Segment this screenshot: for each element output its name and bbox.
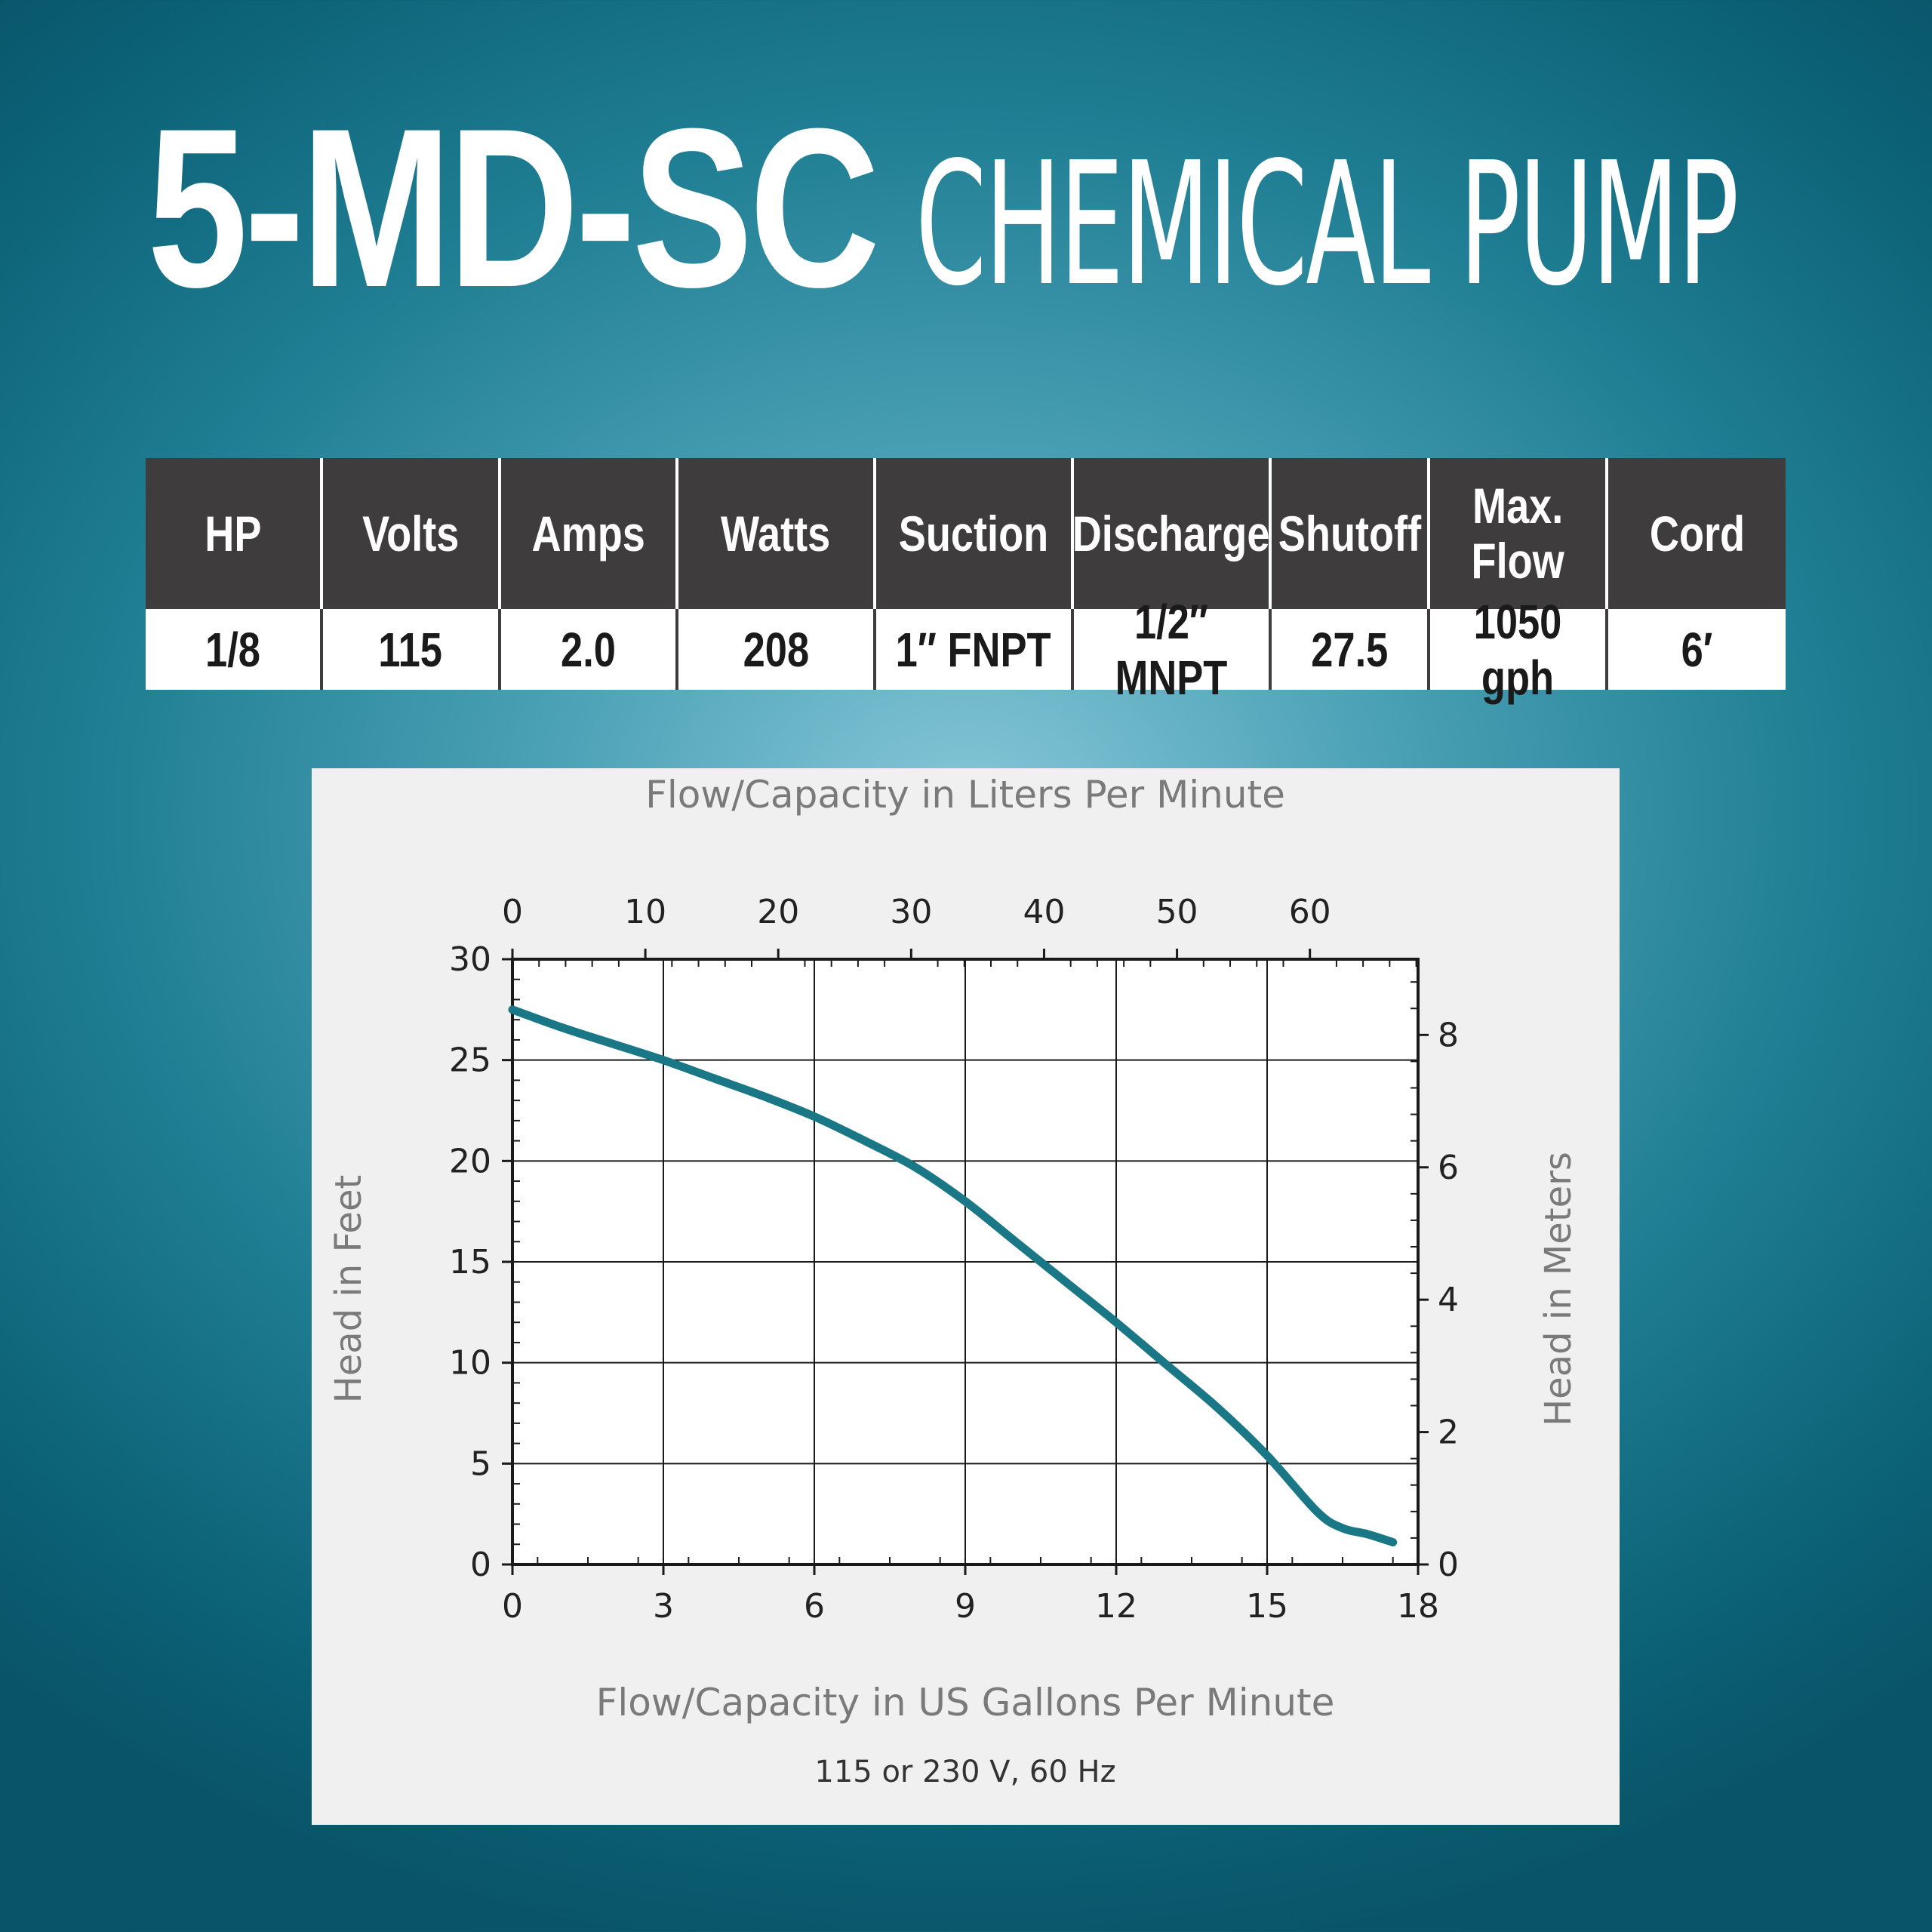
specs-value-cell: 1″ FNPT	[876, 609, 1074, 690]
top-tick-label: 0	[502, 893, 523, 931]
specs-header-cell: HP	[146, 458, 323, 609]
pump-curve-line	[508, 1005, 1398, 1547]
x-tick-label: 6	[804, 1587, 825, 1626]
axis-ticks	[502, 949, 1429, 1575]
specs-header-cell: Watts	[678, 458, 876, 609]
pump-curve-chart: Flow/Capacity in Liters Per Minute Flow/…	[312, 768, 1620, 1825]
specs-table: HP Volts Amps Watts Suction Discharge Sh…	[146, 458, 1786, 705]
specs-header-cell: Shutoff	[1272, 458, 1430, 609]
specs-header-cell: Volts	[323, 458, 501, 609]
y-tick-label: 10	[449, 1344, 491, 1383]
y-tick-label: 25	[449, 1041, 491, 1080]
top-tick-label: 40	[1023, 893, 1065, 931]
specs-header-cell: Discharge	[1072, 458, 1272, 609]
chart-note: 115 or 230 V, 60 Hz	[814, 1755, 1115, 1789]
chart-svg: Flow/Capacity in Liters Per Minute Flow/…	[328, 773, 1580, 1789]
specs-value-cell: 1050 gph	[1430, 595, 1608, 705]
top-tick-label: 10	[624, 893, 666, 931]
specs-header-cell: Max. Flow	[1430, 458, 1608, 609]
top-tick-label: 60	[1289, 893, 1331, 931]
specs-header-row: HP Volts Amps Watts Suction Discharge Sh…	[146, 458, 1786, 609]
x-tick-label: 9	[955, 1587, 976, 1626]
top-tick-label: 30	[890, 893, 932, 931]
specs-value-row: 1/8 115 2.0 208 1″ FNPT 1/2″ MNPT 27.5 1…	[146, 595, 1786, 705]
right-tick-label: 2	[1438, 1414, 1459, 1452]
curve-layer	[508, 1005, 1398, 1547]
y-tick-label: 0	[470, 1546, 491, 1584]
product-description: CHEMICAL PUMP	[915, 126, 1739, 324]
y-tick-label: 15	[449, 1243, 491, 1281]
right-axis-title: Head in Meters	[1537, 1152, 1580, 1426]
right-tick-label: 0	[1438, 1546, 1459, 1584]
top-tick-label: 50	[1156, 893, 1198, 931]
x-tick-label: 0	[502, 1587, 523, 1626]
specs-value-cell: 6′	[1608, 609, 1786, 690]
specs-value-cell: 208	[678, 609, 876, 690]
right-tick-label: 6	[1438, 1149, 1459, 1187]
y-tick-label: 20	[449, 1142, 491, 1180]
x-tick-label: 12	[1095, 1587, 1137, 1626]
x-axis-title: Flow/Capacity in US Gallons Per Minute	[596, 1681, 1335, 1724]
x-tick-label: 3	[653, 1587, 674, 1626]
specs-value-cell: 1/2″ MNPT	[1074, 595, 1272, 705]
model-name: 5-MD-SC	[147, 81, 880, 334]
x-tick-label: 18	[1397, 1587, 1439, 1626]
specs-header-cell: Amps	[501, 458, 678, 609]
right-tick-label: 8	[1438, 1016, 1459, 1054]
x-tick-label: 15	[1246, 1587, 1288, 1626]
specs-header-cell: Suction	[876, 458, 1074, 609]
y-tick-label: 5	[470, 1444, 491, 1483]
top-axis-title: Flow/Capacity in Liters Per Minute	[645, 773, 1285, 817]
specs-value-cell: 115	[323, 609, 501, 690]
y-axis-title: Head in Feet	[328, 1175, 370, 1404]
specs-value-cell: 2.0	[501, 609, 678, 690]
specs-value-cell: 27.5	[1272, 609, 1430, 690]
y-tick-label: 30	[449, 940, 491, 979]
right-tick-label: 4	[1438, 1281, 1459, 1319]
page-title: 5-MD-SC CHEMICAL PUMP	[147, 79, 1932, 321]
specs-value-cell: 1/8	[146, 609, 323, 690]
specs-header-cell: Cord	[1608, 458, 1786, 609]
top-tick-label: 20	[757, 893, 799, 931]
